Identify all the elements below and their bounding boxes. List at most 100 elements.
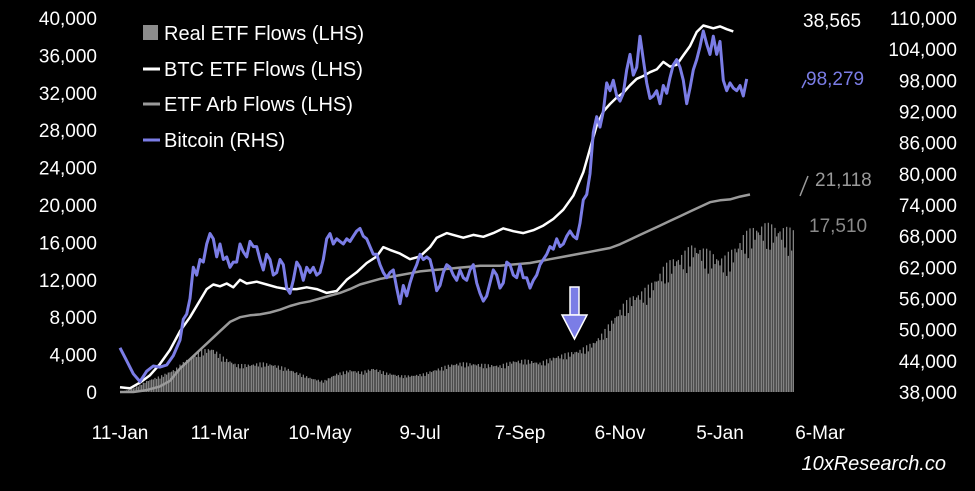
real-etf-flow-bar [396, 376, 397, 392]
right-axis-tick-label: 80,000 [899, 165, 957, 186]
real-etf-flow-bar [718, 261, 719, 392]
right-axis-tick-label: 110,000 [890, 9, 957, 30]
real-etf-flow-bar [208, 349, 209, 392]
real-etf-flow-bar [521, 360, 522, 392]
real-etf-flow-bar [596, 341, 597, 392]
real-etf-flow-bar [749, 228, 750, 392]
real-etf-flow-bar [651, 283, 652, 392]
real-etf-flow-bar [753, 228, 754, 392]
real-etf-flow-bar [538, 364, 539, 392]
real-etf-flow-bar [389, 374, 390, 392]
real-etf-flow-bar [403, 378, 404, 392]
real-etf-flow-bar [579, 350, 580, 392]
real-etf-flow-bar [494, 366, 495, 392]
real-etf-flow-bar [686, 273, 687, 392]
real-etf-flow-bar [701, 261, 702, 392]
real-etf-flow-bar [784, 248, 785, 392]
real-etf-flow-bar [699, 250, 700, 392]
real-etf-flow-bar [481, 364, 482, 392]
real-etf-flow-bar [426, 372, 427, 392]
real-etf-flow-bar [624, 316, 625, 392]
real-etf-flow-bar [438, 368, 439, 392]
real-etf-flow-bar [724, 255, 725, 392]
right-axis-tick-label: 62,000 [899, 258, 957, 279]
real-etf-flow-bar [466, 363, 467, 392]
real-etf-flow-bar [239, 368, 240, 392]
real-etf-flow-bar [764, 223, 765, 392]
real-etf-flow-bar [274, 365, 275, 392]
real-etf-flow-bar [428, 374, 429, 392]
real-etf-flow-bar [303, 375, 304, 392]
real-etf-flow-bar [589, 344, 590, 392]
x-axis-tick-label: 6-Mar [795, 423, 845, 444]
real-etf-flow-bar [456, 364, 457, 392]
real-etf-flow-bar [693, 257, 694, 392]
real-etf-flow-bar [306, 376, 307, 392]
real-etf-flow-bar [221, 362, 222, 392]
real-etf-flow-bar [373, 369, 374, 392]
real-etf-flow-bar [528, 360, 529, 392]
real-etf-flow-bar [413, 376, 414, 392]
real-etf-flow-bar [469, 363, 470, 392]
real-etf-flow-bar [248, 365, 249, 392]
real-etf-flow-bar [679, 265, 680, 392]
real-etf-flow-bar [253, 364, 254, 392]
real-etf-flow-bar [598, 338, 599, 392]
real-etf-flow-bar [181, 368, 182, 392]
legend-label-bitcoin: Bitcoin (RHS) [164, 130, 285, 152]
real-etf-flow-bar [576, 352, 577, 392]
real-etf-flow-bar [519, 363, 520, 392]
real-etf-flow-bar [468, 366, 469, 392]
real-etf-flow-bar [446, 369, 447, 392]
real-etf-flow-bar [499, 365, 500, 392]
real-etf-flow-bar [658, 281, 659, 392]
real-etf-flow-bar [279, 370, 280, 392]
real-etf-flow-bar [584, 354, 585, 392]
real-etf-flow-bar [351, 371, 352, 392]
real-etf-flow-bar [678, 260, 679, 392]
real-etf-flow-bar [788, 256, 789, 392]
real-etf-flow-bar [648, 285, 649, 392]
real-etf-flow-bar [443, 371, 444, 392]
real-etf-flow-bar [603, 340, 604, 392]
real-etf-flow-bar [659, 274, 660, 392]
real-etf-flow-bar [346, 371, 347, 392]
real-etf-flow-bar [449, 367, 450, 392]
real-etf-flow-bar [548, 363, 549, 392]
real-etf-flow-bar [298, 375, 299, 392]
real-etf-flow-bar [434, 370, 435, 392]
real-etf-flow-bar [706, 249, 707, 392]
real-etf-flow-bar [789, 228, 790, 392]
real-etf-flow-bar [311, 379, 312, 392]
legend-label-btc-etf-flows: BTC ETF Flows (LHS) [164, 59, 363, 81]
real-etf-flow-bar [546, 359, 547, 392]
real-etf-flow-bar [623, 304, 624, 392]
real-etf-flow-bar [326, 381, 327, 392]
real-etf-flow-bar [171, 372, 172, 392]
real-etf-flow-bar [199, 357, 200, 392]
real-etf-flow-bar [791, 251, 792, 392]
real-etf-flow-bar [728, 252, 729, 392]
real-etf-flow-bar [643, 303, 644, 392]
real-etf-flow-bar [604, 329, 605, 392]
real-etf-flow-bar [684, 251, 685, 392]
real-etf-flow-bar [278, 366, 279, 392]
real-etf-flow-bar [433, 371, 434, 392]
x-axis-tick-label: 7-Sep [495, 423, 546, 444]
real-etf-flow-bar [483, 368, 484, 392]
real-etf-flow-bar [714, 264, 715, 392]
real-etf-flow-bar [663, 267, 664, 392]
real-etf-flow-bar [534, 363, 535, 392]
real-etf-flow-bar [184, 364, 185, 392]
real-etf-flow-bar [374, 370, 375, 392]
real-etf-flow-bar [191, 357, 192, 392]
legend: Real ETF Flows (LHS) BTC ETF Flows (LHS)… [143, 23, 364, 152]
real-etf-flow-bar [244, 364, 245, 392]
real-etf-flow-bar [716, 259, 717, 392]
real-etf-flow-bar [509, 362, 510, 392]
real-etf-flow-bar [523, 364, 524, 392]
real-etf-flow-bar [409, 377, 410, 392]
real-etf-flow-bar [683, 269, 684, 392]
real-etf-flow-bar [194, 354, 195, 392]
x-axis-tick-label: 9-Jul [399, 423, 440, 444]
